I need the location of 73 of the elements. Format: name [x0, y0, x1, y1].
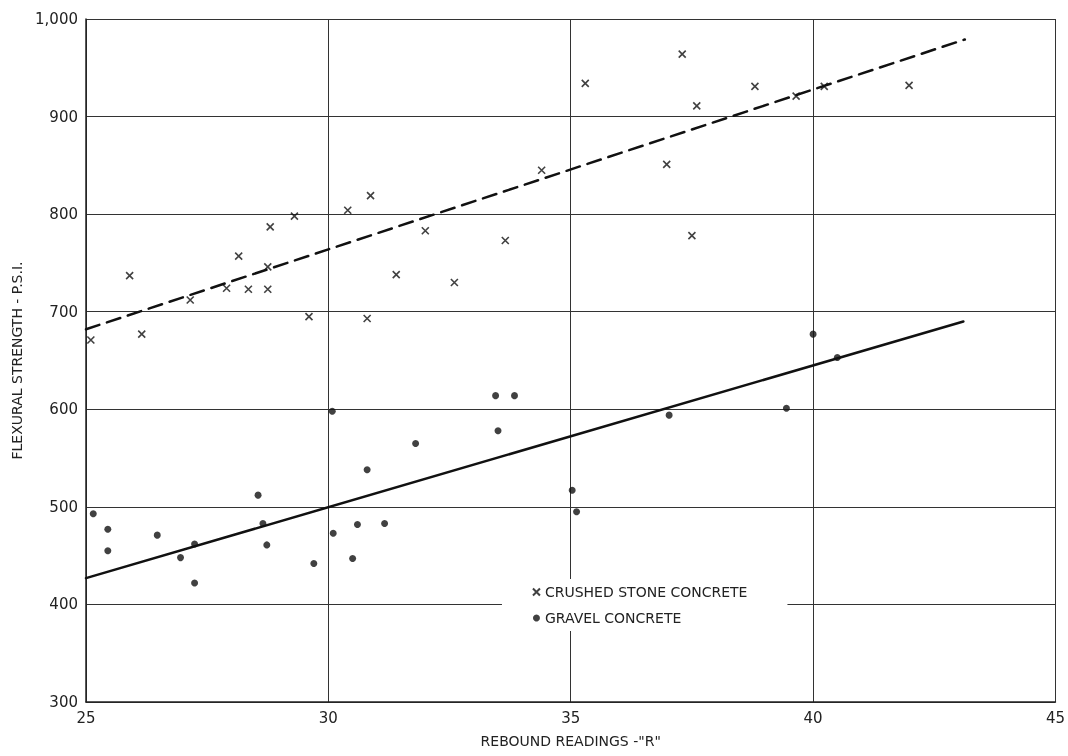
point — [86, 335, 96, 345]
point — [104, 547, 112, 555]
point — [450, 278, 459, 287]
y-tick-label: 400 — [49, 595, 78, 614]
point — [791, 91, 801, 101]
point — [349, 555, 357, 563]
y-tick-label: 600 — [49, 400, 78, 419]
point — [153, 531, 161, 539]
point — [290, 211, 299, 221]
point — [104, 525, 112, 533]
point — [137, 329, 147, 339]
point — [494, 427, 502, 435]
point — [662, 160, 671, 169]
point — [263, 284, 273, 294]
point — [328, 407, 336, 415]
x-tick-label: 35 — [561, 708, 581, 727]
point — [580, 79, 590, 88]
y-tick-label: 800 — [49, 205, 78, 224]
point — [259, 519, 267, 527]
x-tick-label: 45 — [1045, 708, 1065, 727]
x-tick-label: 40 — [803, 708, 823, 727]
point — [185, 295, 195, 305]
x-axis-title: REBOUND READINGS -"R" — [480, 733, 661, 749]
x-tick-label: 25 — [76, 708, 96, 727]
point — [304, 312, 314, 321]
point — [692, 101, 702, 111]
y-tick-label: 700 — [49, 302, 78, 321]
legend-label: CRUSHED STONE CONCRETE — [544, 584, 748, 600]
point — [537, 165, 546, 175]
point — [665, 411, 673, 419]
point — [782, 404, 790, 412]
y-tick-label: 1,000 — [35, 10, 78, 28]
point — [191, 540, 199, 548]
point — [573, 508, 581, 516]
y-tick-label: 300 — [49, 693, 78, 711]
point — [353, 520, 361, 528]
point — [191, 579, 199, 587]
point — [421, 226, 430, 236]
y-tick-label: 900 — [49, 107, 78, 126]
point — [904, 81, 914, 90]
point — [412, 439, 420, 447]
point — [391, 270, 401, 279]
y-tick-label: 500 — [49, 497, 78, 516]
point — [254, 491, 262, 499]
point — [222, 284, 231, 293]
y-axis-title: FLEXURAL STRENGTH - P.S.I. — [9, 261, 26, 460]
point — [329, 529, 337, 537]
point — [819, 82, 829, 91]
legend-label: GRAVEL CONCRETE — [544, 610, 682, 626]
point — [492, 392, 500, 400]
point — [125, 271, 134, 280]
point — [677, 49, 687, 59]
point — [234, 251, 243, 261]
point — [343, 205, 353, 215]
point — [263, 541, 271, 549]
point — [366, 191, 375, 200]
point — [265, 222, 275, 232]
point — [568, 486, 576, 494]
point — [310, 559, 318, 567]
point — [362, 314, 372, 323]
point — [511, 392, 518, 400]
point — [363, 466, 371, 474]
point — [809, 330, 817, 338]
point — [177, 554, 185, 562]
point — [750, 82, 760, 91]
point — [833, 354, 841, 362]
point — [500, 236, 510, 245]
point — [381, 519, 389, 527]
point — [244, 284, 253, 294]
point — [263, 262, 273, 272]
point — [687, 231, 697, 240]
x-tick-label: 30 — [318, 708, 338, 727]
point — [89, 510, 97, 518]
